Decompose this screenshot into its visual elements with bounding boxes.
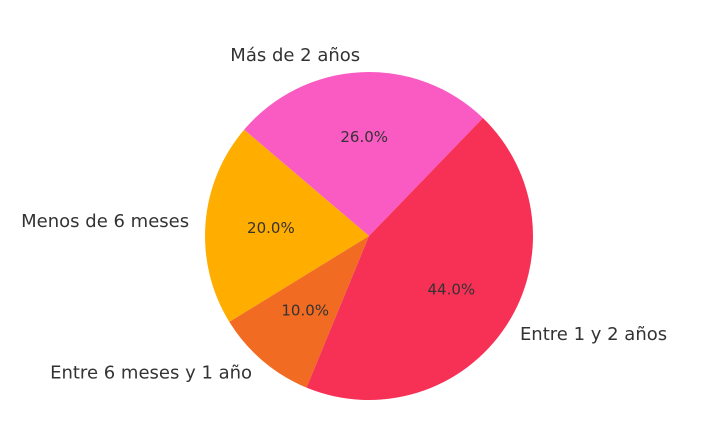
pie-slice (204, 129, 369, 322)
slice-label: Entre 6 meses y 1 año (50, 362, 252, 383)
slice-percent: 44.0% (428, 280, 476, 298)
slice-label: Más de 2 años (230, 45, 360, 66)
slice-label: Entre 1 y 2 años (520, 324, 667, 345)
pie-slice (244, 72, 483, 237)
slice-percent: 26.0% (340, 128, 388, 146)
pie-slice (229, 236, 369, 388)
slice-percent: 20.0% (247, 219, 295, 237)
slice-percent: 10.0% (281, 301, 329, 319)
pie-slice (306, 118, 533, 401)
slice-label: Menos de 6 meses (21, 211, 189, 232)
